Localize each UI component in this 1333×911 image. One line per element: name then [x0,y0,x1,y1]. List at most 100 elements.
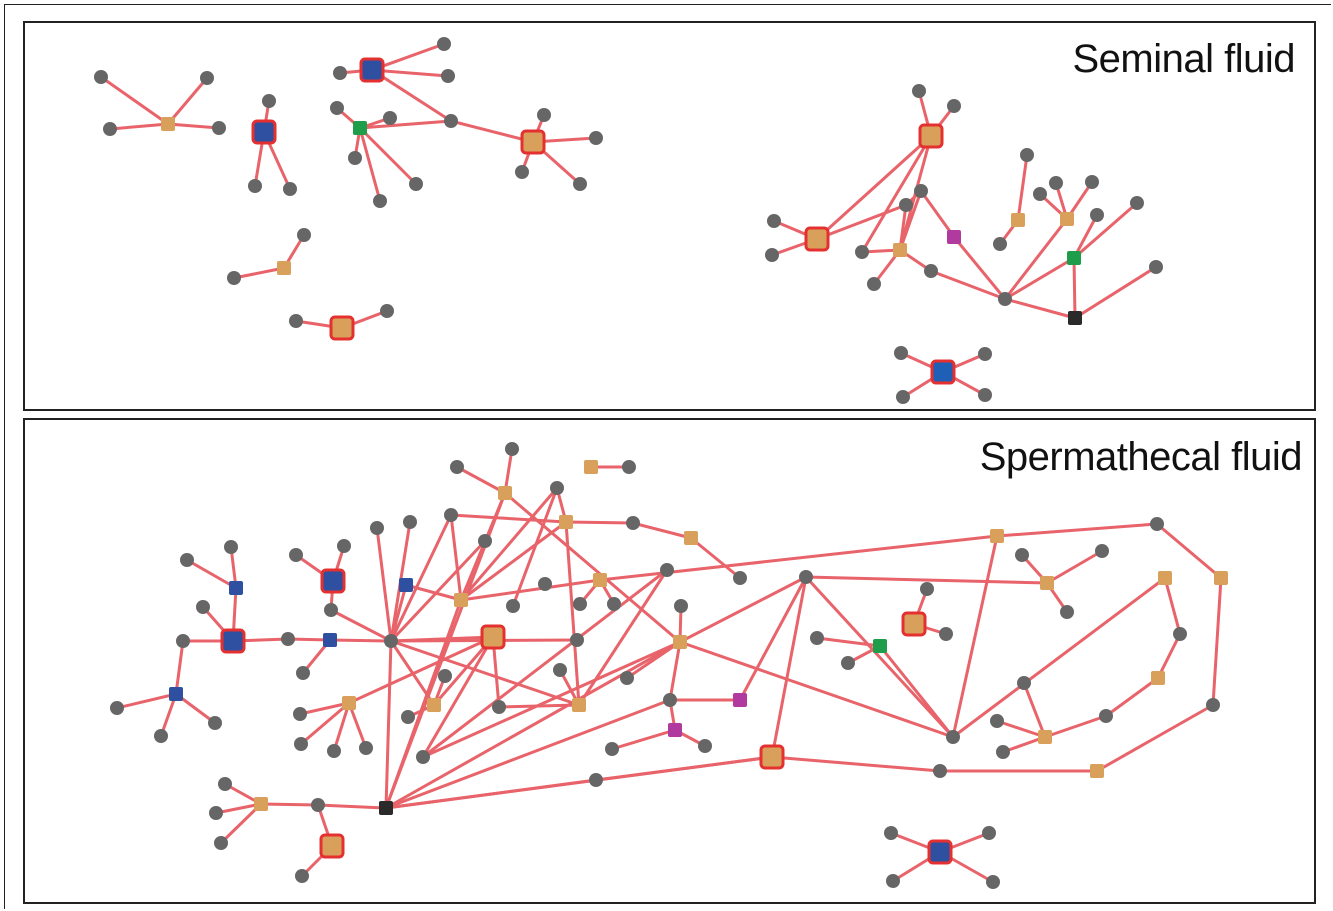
spermathecal-gray-node [663,693,677,707]
spermathecal-edge [186,558,237,590]
spermathecal-edge [330,608,392,643]
seminal-edge [109,122,169,131]
spermathecal-highlighted-tan-node [319,833,345,859]
spermathecal-gray-node [444,508,458,522]
spermathecal-tan-node [342,696,356,710]
spermathecal-panel-border [23,418,1316,904]
spermathecal-tan-node [572,698,586,712]
spermathecal-edge [317,803,387,810]
spermathecal-edge [260,802,319,807]
spermathecal-gray-node [438,669,452,683]
seminal-gray-node [515,165,529,179]
spermathecal-edge [1096,703,1214,773]
seminal-gray-node [1149,260,1163,274]
spermathecal-gray-node [208,716,222,730]
spermathecal-edge [564,521,581,706]
spermathecal-gray-node [506,599,520,613]
seminal-gray-node [348,151,362,165]
spermathecal-gray-node [281,632,295,646]
spermathecal-gray-node [1095,544,1109,558]
spermathecal-edge [329,638,392,643]
seminal-edge [1016,154,1029,221]
seminal-green-node [1067,251,1081,265]
spermathecal-gray-node [416,750,430,764]
seminal-edge [359,119,452,130]
seminal-edge [1073,201,1138,260]
spermathecal-edge [348,635,494,705]
spermathecal-edge [385,640,681,810]
spermathecal-gray-node [218,777,232,791]
seminal-edge [860,135,933,253]
spermathecal-edge [390,639,580,707]
spermathecal-edge [1211,577,1223,706]
spermathecal-edge [996,522,1158,538]
seminal-edge [167,122,220,130]
seminal-gray-node [894,346,908,360]
spermathecal-gray-node [209,806,223,820]
spermathecal-edge [1022,682,1047,738]
spermathecal-edge [503,448,514,494]
spermathecal-gray-node [492,700,506,714]
spermathecal-edge [952,576,1166,739]
seminal-gray-node [1085,175,1099,189]
seminal-edge [450,119,534,144]
spermathecal-gray-node [733,571,747,585]
spermathecal-edge [460,578,601,602]
spermathecal-gray-node [154,729,168,743]
spermathecal-edge [300,701,350,746]
spermathecal-gray-node [295,869,309,883]
spermathecal-tan-node [684,531,698,545]
seminal-tan-node [893,243,907,257]
spermathecal-edge [422,640,681,759]
seminal-gray-node [1090,208,1104,222]
spermathecal-edge [385,778,597,810]
seminal-gray-node [1130,196,1144,210]
seminal-edge [919,190,956,238]
spermathecal-edge [1046,549,1103,585]
seminal-gray-node [993,237,1007,251]
spermathecal-tan-node [673,635,687,649]
seminal-highlighted-blue-node [930,359,956,385]
spermathecal-gray-node [573,597,587,611]
seminal-edge [371,68,449,78]
spermathecal-edge [595,755,773,782]
spermathecal-gray-node [196,600,210,614]
seminal-magenta-node [947,230,961,244]
spermathecal-gray-node [296,666,310,680]
seminal-highlighted-tan-node [329,315,355,341]
seminal-gray-node [289,314,303,328]
seminal-gray-node [1020,148,1034,162]
seminal-gray-node [227,271,241,285]
spermathecal-edge [611,728,676,751]
seminal-gray-node [765,248,779,262]
seminal-gray-node [978,347,992,361]
spermathecal-tan-node [1214,571,1228,585]
spermathecal-panel-title: Spermathecal fluid [980,435,1302,479]
seminal-gray-node [947,99,961,113]
spermathecal-gray-node [110,701,124,715]
spermathecal-fluid-panel: Spermathecal fluid [23,418,1316,904]
spermathecal-edge [1044,714,1107,739]
spermathecal-tan-node [454,593,468,607]
spermathecal-gray-node [224,540,238,554]
spermathecal-gray-node [403,515,417,529]
spermathecal-tan-node [584,460,598,474]
spermathecal-edge [405,583,462,602]
spermathecal-gray-node [570,633,584,647]
spermathecal-gray-node [939,627,953,641]
spermathecal-gray-node [1173,627,1187,641]
seminal-green-node [353,121,367,135]
seminal-gray-node [297,228,311,242]
seminal-gray-node [330,101,344,115]
seminal-edge [930,269,1006,301]
seminal-gray-node [444,114,458,128]
seminal-gray-node [912,84,926,98]
seminal-gray-node [373,194,387,208]
seminal-gray-node [283,182,297,196]
spermathecal-gray-node [294,737,308,751]
spermathecal-gray-node [293,707,307,721]
seminal-gray-node [383,111,397,125]
spermathecal-gray-node [886,874,900,888]
spermathecal-gray-node [450,460,464,474]
